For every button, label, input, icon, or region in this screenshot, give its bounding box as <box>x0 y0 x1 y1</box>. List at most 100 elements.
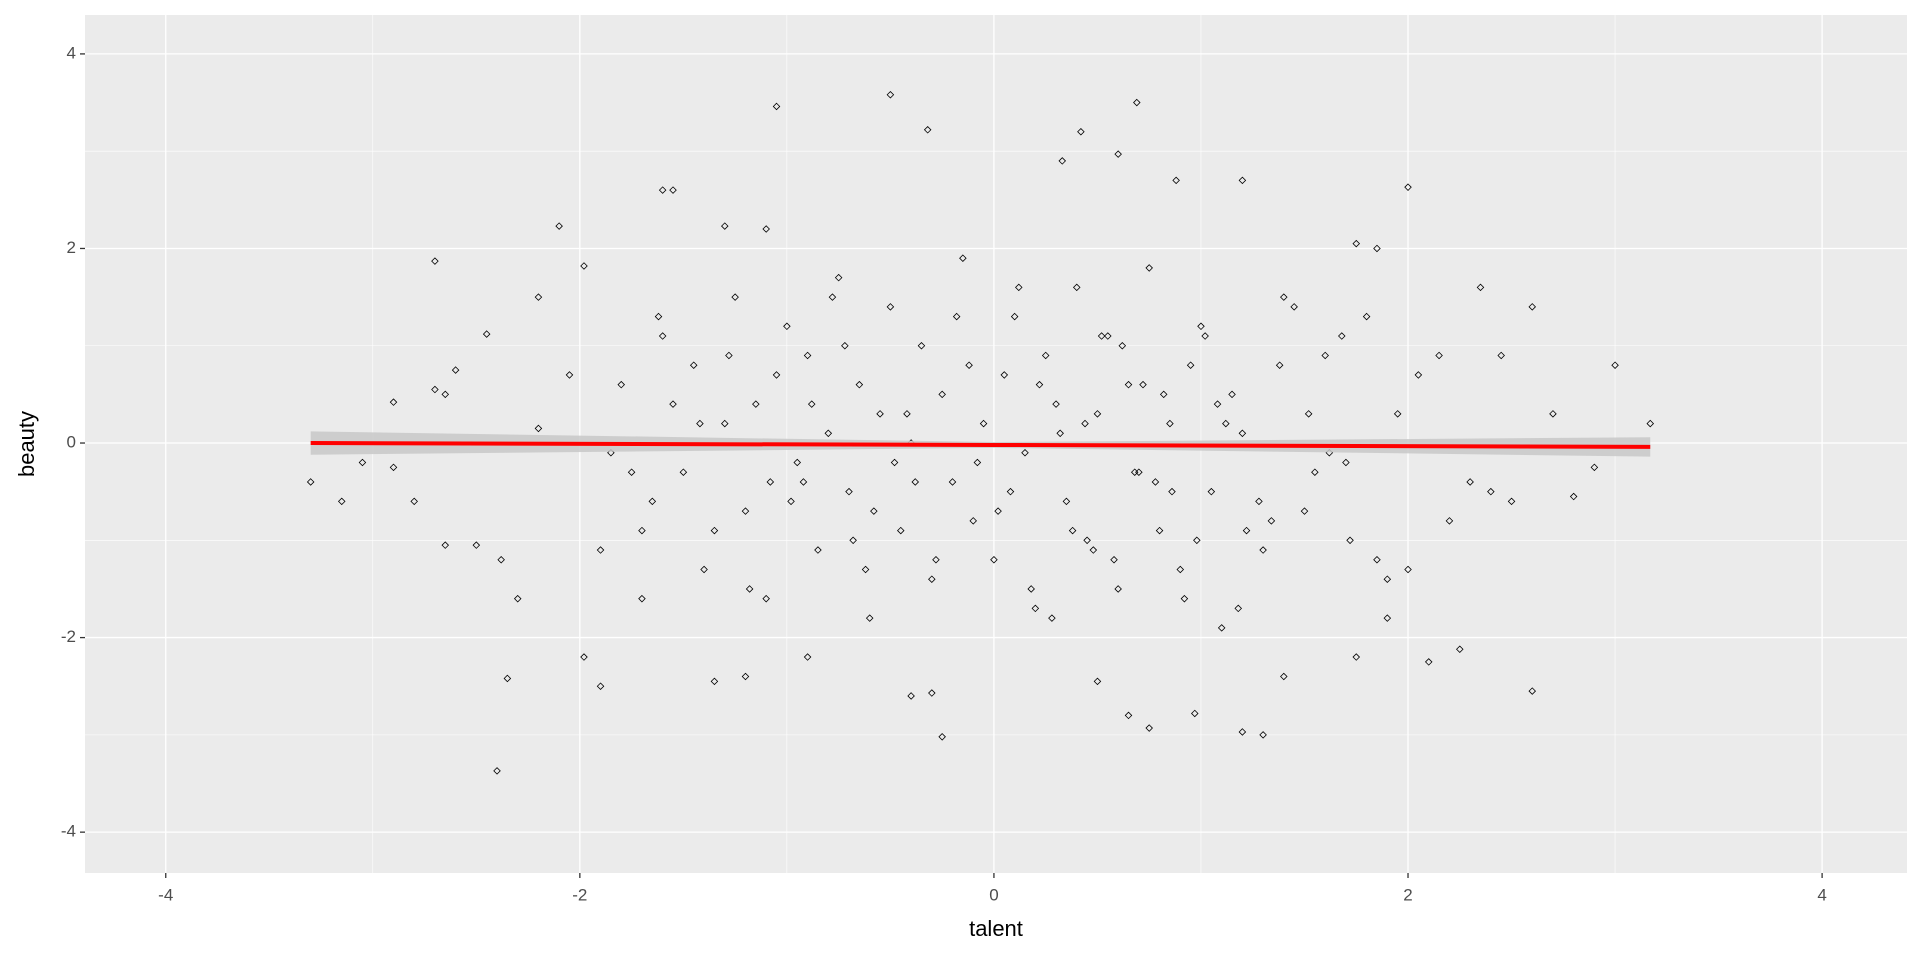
point <box>973 458 982 467</box>
point <box>306 478 315 486</box>
point <box>1056 429 1064 438</box>
point <box>1590 463 1599 472</box>
point <box>886 303 895 311</box>
point <box>1077 127 1085 136</box>
point <box>1197 322 1205 331</box>
point <box>689 361 698 369</box>
y-axis-title: beauty <box>14 411 39 477</box>
point <box>959 254 967 262</box>
x-tick-label: 2 <box>1403 885 1412 904</box>
point <box>482 330 491 338</box>
point <box>451 366 460 374</box>
point <box>658 332 667 340</box>
point <box>1031 604 1040 613</box>
point <box>865 614 874 622</box>
point <box>1114 585 1122 593</box>
point <box>1228 390 1236 399</box>
point <box>638 594 646 603</box>
point <box>1424 658 1433 666</box>
point <box>1180 594 1189 603</box>
point <box>752 400 760 408</box>
point <box>1041 351 1050 360</box>
point <box>1234 604 1243 613</box>
point <box>793 458 802 467</box>
point <box>1290 303 1298 311</box>
point <box>1104 332 1112 340</box>
point <box>938 390 946 399</box>
point <box>1259 731 1267 739</box>
point <box>1528 687 1537 695</box>
fit-line <box>310 441 1651 449</box>
point <box>1507 497 1516 506</box>
point <box>1083 536 1091 545</box>
point <box>534 424 543 433</box>
point <box>617 380 626 389</box>
point <box>1549 410 1557 418</box>
point <box>1404 565 1412 574</box>
point <box>1124 380 1133 389</box>
point <box>710 526 719 535</box>
point <box>1435 351 1443 360</box>
point <box>1476 283 1485 292</box>
point <box>627 468 636 476</box>
point <box>1172 176 1180 185</box>
point <box>1456 645 1464 654</box>
point <box>431 257 439 265</box>
point <box>1072 283 1081 292</box>
point <box>1010 312 1019 321</box>
point <box>1242 526 1251 535</box>
x-tick-label: -2 <box>572 885 587 904</box>
point <box>1646 419 1655 428</box>
point <box>772 102 781 111</box>
point <box>1015 283 1023 292</box>
point <box>1259 546 1267 554</box>
point <box>1393 410 1402 418</box>
point <box>766 478 775 486</box>
point <box>1238 429 1247 438</box>
point <box>1217 624 1226 632</box>
point <box>928 689 936 697</box>
point <box>580 653 588 661</box>
y-tick-label: 0 <box>67 433 76 452</box>
point <box>1201 332 1209 340</box>
point <box>762 225 770 233</box>
point <box>700 565 708 574</box>
point <box>903 410 911 418</box>
point <box>1338 332 1346 340</box>
point <box>745 585 754 593</box>
point <box>803 351 812 360</box>
point <box>783 322 791 331</box>
point <box>849 536 857 545</box>
point <box>1487 487 1495 496</box>
point <box>1133 98 1141 107</box>
point <box>824 429 833 438</box>
point <box>1238 176 1247 185</box>
point <box>938 733 946 741</box>
point <box>1342 458 1350 467</box>
point <box>1145 264 1153 272</box>
point <box>917 341 926 350</box>
point <box>787 497 795 506</box>
point <box>1213 400 1222 408</box>
point <box>952 312 961 321</box>
point <box>638 526 646 535</box>
point <box>441 390 450 399</box>
point <box>1000 371 1009 379</box>
point <box>1097 332 1106 340</box>
plot-area <box>85 15 1907 873</box>
point <box>772 371 781 379</box>
point <box>1280 293 1288 301</box>
point <box>493 767 501 775</box>
point <box>861 565 870 574</box>
point <box>1222 419 1230 428</box>
point <box>725 351 733 360</box>
point <box>1346 536 1354 545</box>
point <box>710 677 719 686</box>
point <box>1006 487 1015 496</box>
point <box>1528 303 1537 311</box>
point <box>1114 150 1122 158</box>
point <box>1611 361 1619 369</box>
point <box>834 273 843 282</box>
